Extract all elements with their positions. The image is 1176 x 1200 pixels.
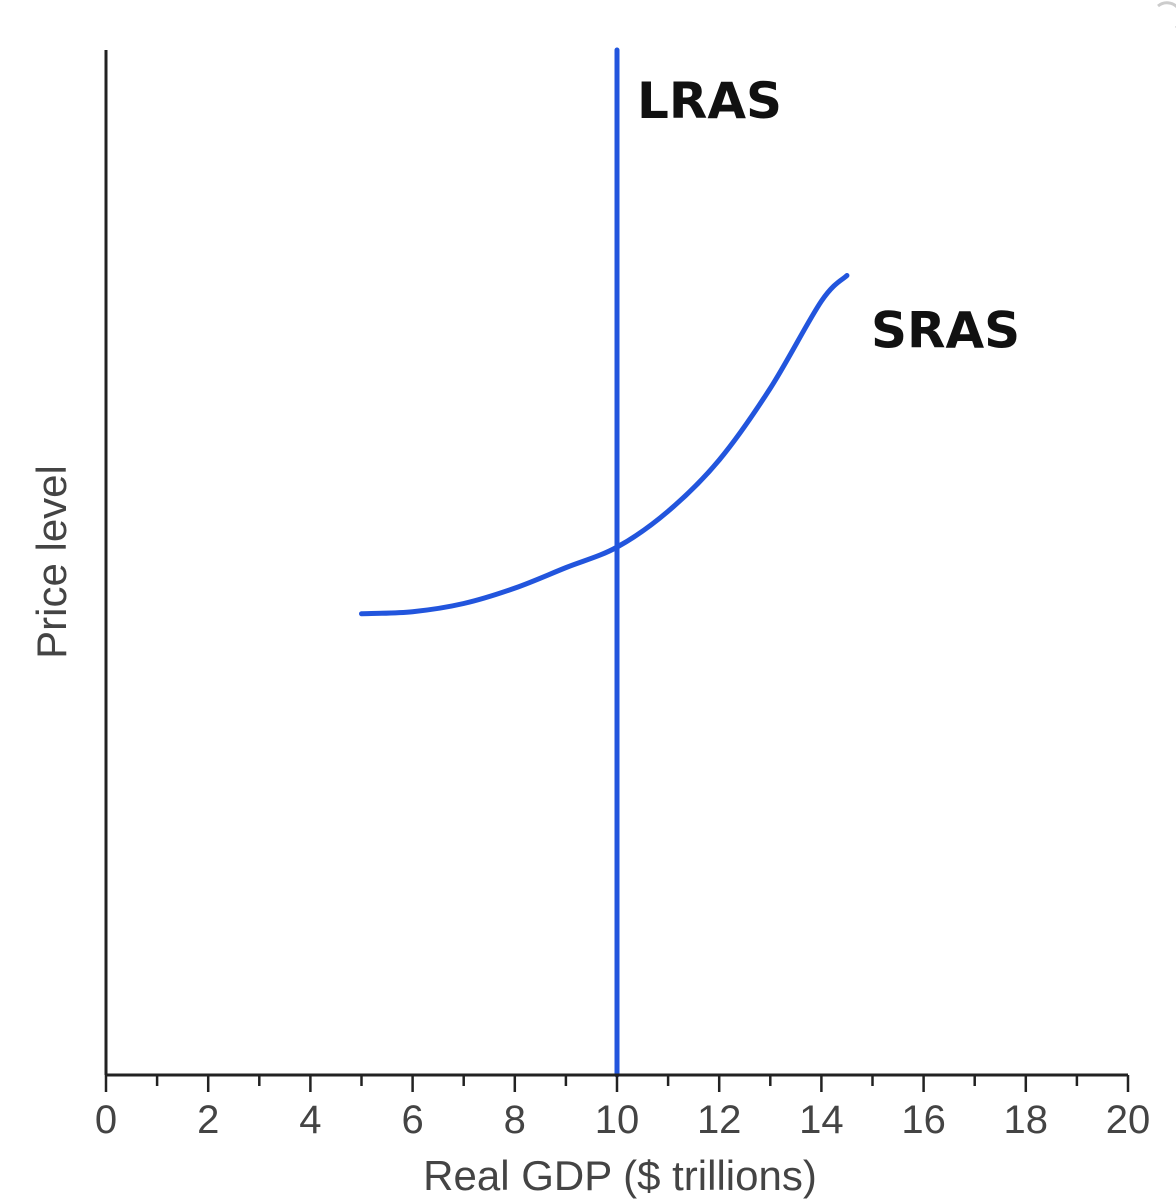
x-axis-title: Real GDP ($ trillions) <box>423 1152 817 1199</box>
x-tick-label: 8 <box>504 1098 526 1142</box>
x-tick-label: 0 <box>95 1098 117 1142</box>
x-tick-label: 2 <box>197 1098 219 1142</box>
sras-line <box>359 273 850 617</box>
sras-label: SRAS <box>871 302 1020 360</box>
x-tick-label: 16 <box>901 1098 946 1142</box>
corner-mark <box>1157 1 1176 28</box>
x-tick-label: 14 <box>799 1098 844 1142</box>
x-tick-label: 4 <box>299 1098 321 1142</box>
x-tick-label: 10 <box>595 1098 640 1142</box>
x-tick-label: 6 <box>401 1098 423 1142</box>
lras-label: LRAS <box>637 72 782 130</box>
x-ticks: 0 2 4 6 8 10 12 14 16 18 20 <box>95 1075 1150 1142</box>
y-axis-title: Price level <box>28 465 75 659</box>
plot-area <box>359 47 850 1078</box>
x-tick-label: 20 <box>1106 1098 1151 1142</box>
x-tick-label: 12 <box>697 1098 742 1142</box>
x-tick-label: 18 <box>1004 1098 1049 1142</box>
